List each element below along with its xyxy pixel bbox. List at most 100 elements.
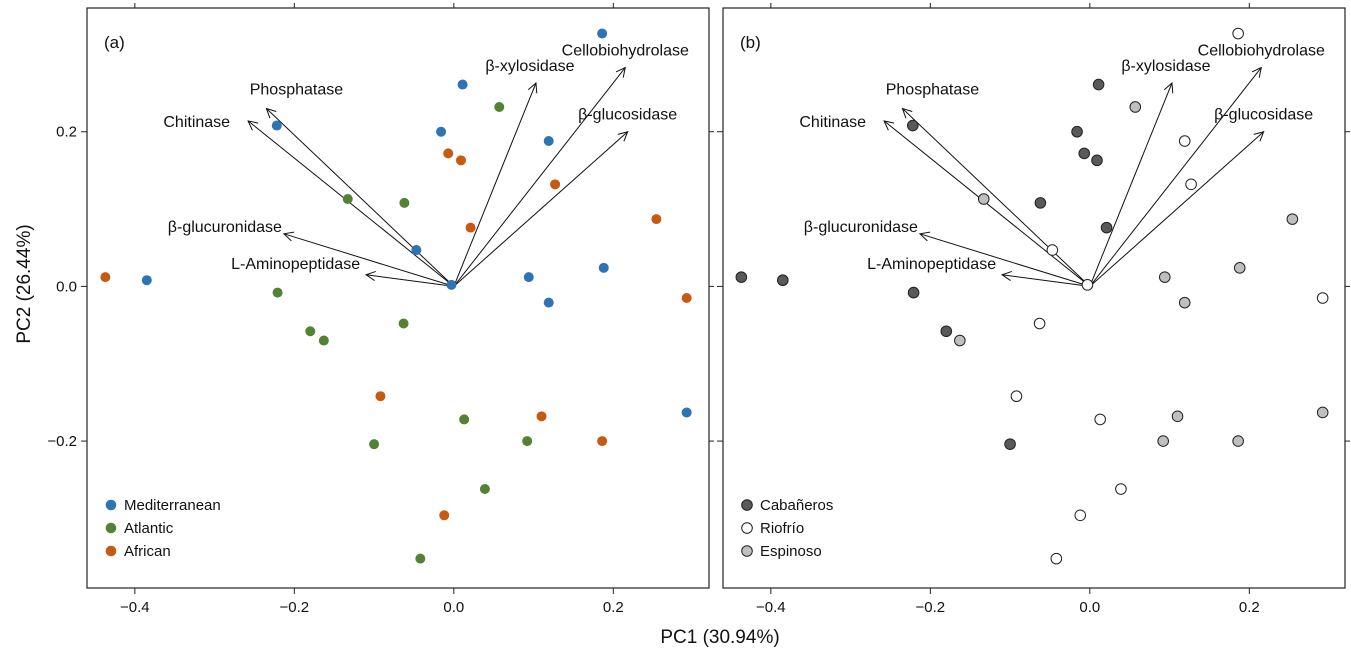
loading-vector-l-aminopeptidase: [366, 275, 454, 287]
y-tick-label: −0.2: [47, 433, 77, 450]
vector-label-beta-xylosidase: β-xylosidase: [485, 58, 574, 75]
data-point-espinoso: [1157, 435, 1169, 447]
loading-vector-phosphatase: [902, 109, 1091, 287]
data-point-cabaneros: [1092, 78, 1105, 91]
loading-vector-cellobiohydrolase: [1089, 68, 1261, 287]
loading-vector-beta-glucuronidase: [284, 234, 454, 287]
data-point-riofrio: [1074, 509, 1087, 522]
x-tick-label: 0.0: [443, 599, 464, 616]
data-point-riofrio: [1081, 279, 1094, 291]
data-point-mediterranean: [411, 245, 422, 256]
x-axis-title: PC1 (30.94%): [660, 627, 779, 648]
data-point-atlantic: [318, 335, 329, 346]
loading-vector-cellobiohydrolase: [453, 68, 625, 287]
data-point-atlantic: [399, 197, 410, 208]
data-point-african: [439, 510, 450, 521]
loading-vector-chitinase: [248, 121, 455, 287]
panel-label: (b): [740, 33, 761, 52]
data-point-riofrio: [1046, 244, 1059, 256]
data-point-espinoso: [1286, 213, 1299, 225]
legend-label-cabaneros: Cabañeros: [760, 497, 833, 514]
y-tick-label: 0.0: [56, 278, 77, 295]
panel-b: −0.4 −0.2 0.0 0.2 (b) Cellobiohydrolaseβ-xylo…: [717, 3, 1350, 616]
data-point-atlantic: [459, 414, 470, 425]
data-point-riofrio: [1185, 178, 1197, 191]
data-point-espinoso: [1233, 262, 1246, 274]
x-tick-label: 0.2: [603, 599, 624, 616]
x-tick-label: −0.4: [120, 599, 150, 616]
loading-vector-beta-xylosidase: [1089, 83, 1172, 287]
data-point-riofrio: [1115, 483, 1127, 495]
legend-label-espinoso: Espinoso: [760, 543, 822, 560]
plot-frame: [722, 7, 1346, 589]
loading-vector-beta-xylosidase: [453, 83, 536, 287]
data-point-african: [651, 214, 662, 225]
vector-label-chitinase: Chitinase: [163, 114, 230, 131]
data-point-cabaneros: [1071, 125, 1083, 138]
data-point-atlantic: [479, 484, 490, 495]
vector-label-beta-glucuronidase: β-glucuronidase: [168, 219, 282, 236]
x-tick-label: −0.4: [756, 599, 786, 616]
data-point-mediterranean: [598, 262, 609, 273]
data-point-cabaneros: [1100, 221, 1113, 234]
data-point-espinoso: [1178, 296, 1191, 309]
data-point-atlantic: [342, 194, 353, 205]
vector-label-beta-glucosidase: β-glucosidase: [1214, 107, 1313, 124]
data-point-african: [681, 293, 692, 303]
loading-vector-beta-glucosidase: [453, 132, 628, 287]
data-point-mediterranean: [543, 136, 554, 147]
data-point-riofrio: [1094, 413, 1106, 426]
data-point-mediterranean: [597, 28, 608, 39]
x-tick-label: 0.2: [1239, 599, 1260, 616]
data-point-cabaneros: [777, 274, 789, 287]
y-axis-title: PC2 (26.44%): [14, 224, 35, 343]
legend-label-riofrio: Riofrío: [760, 520, 804, 537]
vector-label-phosphatase: Phosphatase: [886, 82, 980, 99]
data-point-riofrio: [1232, 27, 1244, 40]
data-point-cabaneros: [940, 325, 953, 338]
data-point-mediterranean: [543, 297, 554, 308]
data-point-african: [465, 222, 476, 233]
x-tick-label: −0.2: [916, 599, 946, 616]
vector-label-beta-glucosidase: β-glucosidase: [578, 107, 677, 124]
data-point-espinoso: [1129, 101, 1142, 113]
data-point-mediterranean: [681, 407, 692, 418]
data-point-cabaneros: [1004, 438, 1016, 450]
data-point-espinoso: [954, 334, 966, 347]
y-tick-label: 0.2: [56, 124, 77, 141]
data-point-atlantic: [272, 287, 283, 298]
data-point-cabaneros: [1091, 154, 1103, 167]
legend-marker-espinoso: [741, 545, 753, 557]
legend-label-mediterranean: Mediterranean: [124, 497, 221, 514]
data-point-mediterranean: [436, 126, 447, 137]
data-point-riofrio: [1178, 135, 1191, 147]
data-point-mediterranean: [141, 275, 152, 286]
loading-vector-beta-glucuronidase: [920, 234, 1090, 287]
data-point-cabaneros: [906, 119, 919, 132]
data-point-cabaneros: [1078, 147, 1091, 160]
data-point-african: [536, 411, 547, 422]
loading-vector-beta-glucosidase: [1089, 132, 1264, 287]
vector-label-phosphatase: Phosphatase: [250, 82, 344, 99]
loading-vector-l-aminopeptidase: [1002, 275, 1090, 287]
legend-label-african: African: [124, 543, 171, 560]
data-point-riofrio: [1316, 292, 1329, 304]
data-point-mediterranean: [271, 120, 282, 131]
data-point-atlantic: [369, 439, 380, 450]
plot-frame: [86, 7, 710, 589]
data-point-atlantic: [415, 553, 426, 564]
data-point-cabaneros: [1034, 197, 1047, 209]
legend-marker-african: [105, 545, 117, 557]
legend-marker-riofrio: [741, 522, 753, 534]
vector-label-cellobiohydrolase: Cellobiohydrolase: [1198, 43, 1325, 60]
data-point-mediterranean: [457, 79, 468, 90]
data-point-atlantic: [522, 436, 533, 447]
legend-label-atlantic: Atlantic: [124, 520, 174, 537]
data-point-african: [597, 436, 608, 447]
data-point-espinoso: [1316, 406, 1329, 419]
data-point-atlantic: [305, 326, 316, 337]
data-point-espinoso: [977, 193, 990, 205]
panel-label: (a): [104, 33, 125, 52]
vector-label-beta-xylosidase: β-xylosidase: [1121, 58, 1210, 75]
data-point-african: [375, 391, 386, 402]
